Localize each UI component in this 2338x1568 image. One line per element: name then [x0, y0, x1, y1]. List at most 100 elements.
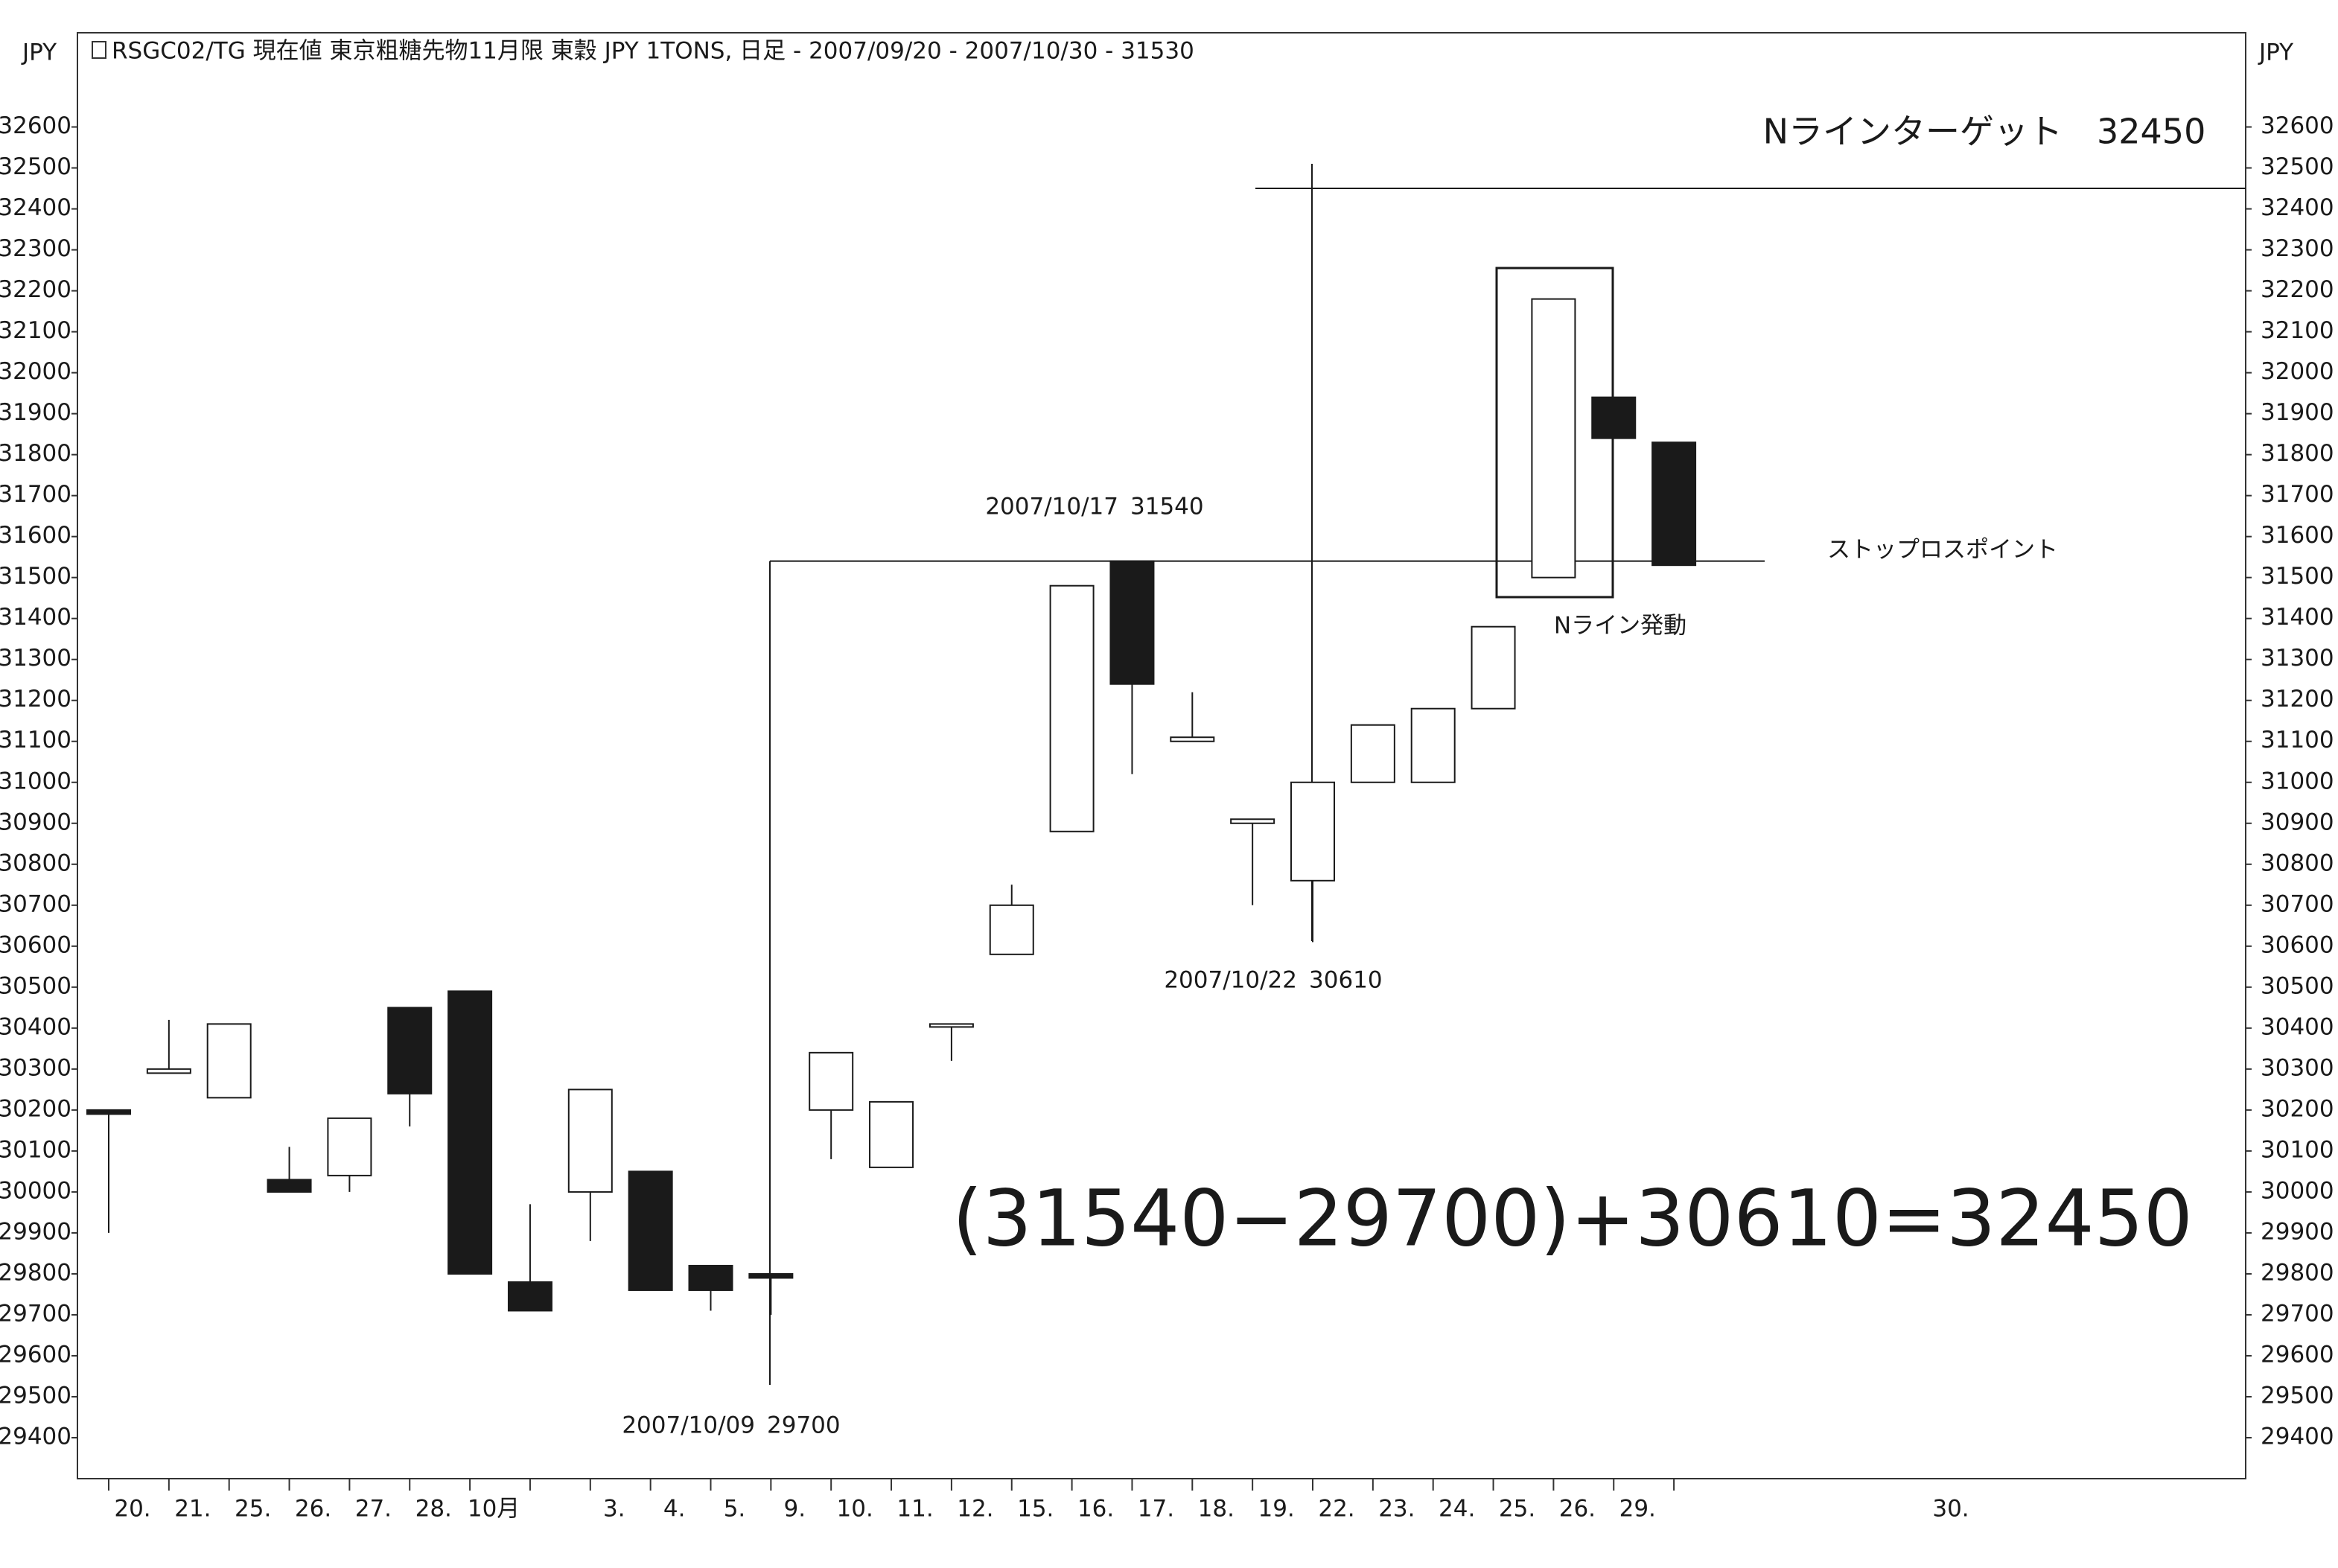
candle-up — [1049, 584, 1095, 832]
y-tick-label-left: 30800 — [0, 850, 71, 876]
y-tick-label-left: 32500 — [0, 153, 71, 180]
x-tick-label: 25. — [235, 1496, 271, 1523]
y-tick-label-right: 30500 — [2261, 972, 2334, 999]
annotation-date: 2007/10/22 — [1164, 967, 1297, 994]
x-tick-label: 17. — [1138, 1496, 1174, 1523]
y-tick-label-right: 29400 — [2261, 1423, 2334, 1450]
y-tick-label-right: 31500 — [2261, 563, 2334, 590]
y-tick-label-right: 30200 — [2261, 1095, 2334, 1122]
y-tick-label-left: 30000 — [0, 1177, 71, 1204]
y-tick-label-left: 30900 — [0, 809, 71, 835]
y-tick-label-left: 32200 — [0, 276, 71, 303]
y-tick-label-left: 31800 — [0, 440, 71, 467]
x-tick-label: 26. — [1559, 1496, 1596, 1523]
y-tick-label-left: 32000 — [0, 358, 71, 385]
candle-down — [267, 1179, 312, 1193]
x-tick-label: 4. — [663, 1496, 686, 1523]
y-tick-label-left: 30700 — [0, 890, 71, 917]
candle-up — [1350, 724, 1395, 783]
y-tick-label-right: 31000 — [2261, 768, 2334, 794]
candle-up — [1410, 707, 1456, 783]
y-tick-label-left: 32100 — [0, 317, 71, 344]
y-tick-label-right: 32300 — [2261, 235, 2334, 262]
candle-up — [567, 1089, 613, 1193]
formula: (31540−29700)+30610=32450 — [952, 1173, 2193, 1263]
candle-down — [507, 1281, 552, 1312]
y-tick-label-left: 31500 — [0, 563, 71, 590]
y-tick-label-right: 32500 — [2261, 153, 2334, 180]
x-tick-label: 26. — [295, 1496, 331, 1523]
trigger-label: Nライン発動 — [1554, 613, 1686, 640]
y-tick-label-right: 30300 — [2261, 1054, 2334, 1081]
y-tick-label-right: 29700 — [2261, 1300, 2334, 1327]
x-tick-label: 29. — [1619, 1496, 1656, 1523]
y-tick-label-left: 31700 — [0, 481, 71, 508]
annotation-value: 29700 — [767, 1412, 841, 1439]
y-tick-label-right: 32200 — [2261, 276, 2334, 303]
x-tick-label: 25. — [1499, 1496, 1535, 1523]
y-tick-label-right: 31400 — [2261, 604, 2334, 631]
x-tick-label: 22. — [1318, 1496, 1354, 1523]
y-tick-label-right: 29600 — [2261, 1341, 2334, 1368]
candle-down — [1651, 442, 1697, 567]
y-tick-label-right: 31100 — [2261, 727, 2334, 753]
candle-up — [327, 1117, 372, 1176]
y-tick-label-right: 30400 — [2261, 1013, 2334, 1040]
y-tick-label-right: 32100 — [2261, 317, 2334, 344]
y-tick-label-left: 29600 — [0, 1341, 71, 1368]
y-tick-label-right: 30700 — [2261, 890, 2334, 917]
candle-up — [1531, 298, 1576, 579]
candle-up — [1471, 625, 1516, 710]
y-tick-label-left: 31000 — [0, 768, 71, 794]
candle-down — [1109, 560, 1155, 685]
candle-up — [1290, 781, 1335, 882]
candle-up — [206, 1023, 252, 1099]
title-icon — [92, 41, 106, 59]
y-tick-label-left: 30100 — [0, 1136, 71, 1163]
annotation-date: 2007/10/17 — [985, 494, 1118, 520]
annotation-date: 2007/10/09 — [622, 1412, 755, 1439]
x-tick-label: 10. — [837, 1496, 873, 1523]
y-unit-right: JPY — [2258, 39, 2293, 66]
y-tick-label-left: 30600 — [0, 931, 71, 958]
x-tick-label: 12. — [957, 1496, 993, 1523]
y-tick-label-right: 31200 — [2261, 686, 2334, 713]
y-tick-label-right: 32400 — [2261, 194, 2334, 221]
y-tick-label-left: 29700 — [0, 1300, 71, 1327]
y-tick-label-left: 31200 — [0, 686, 71, 713]
candle-up — [869, 1100, 914, 1168]
y-tick-label-right: 31700 — [2261, 481, 2334, 508]
y-tick-label-left: 30500 — [0, 972, 71, 999]
x-tick-label: 27. — [355, 1496, 392, 1523]
y-tick-label-left: 31900 — [0, 399, 71, 426]
candle-down — [1591, 396, 1637, 439]
y-tick-label-left: 32300 — [0, 235, 71, 262]
x-tick-label: 9. — [784, 1496, 806, 1523]
x-tick-label: 5. — [724, 1496, 746, 1523]
x-tick-label: 19. — [1258, 1496, 1294, 1523]
candle-up — [989, 904, 1034, 955]
y-tick-label-right: 29500 — [2261, 1382, 2334, 1409]
x-tick-label: 3. — [603, 1496, 625, 1523]
candle-up — [1170, 736, 1215, 742]
target-value: 32450 — [2097, 112, 2205, 152]
candle-down — [387, 1007, 433, 1094]
x-tick-label: 15. — [1017, 1496, 1054, 1523]
x-tick-label: 20. — [114, 1496, 150, 1523]
x-tick-label: 10月 — [468, 1496, 520, 1523]
candle-up — [809, 1051, 854, 1111]
y-unit-left: JPY — [21, 39, 57, 66]
candle-up — [1230, 818, 1275, 824]
y-tick-label-left: 31600 — [0, 522, 71, 549]
x-tick-label: 24. — [1439, 1496, 1475, 1523]
y-tick-label-right: 29900 — [2261, 1218, 2334, 1245]
y-tick-label-left: 29900 — [0, 1218, 71, 1245]
x-tick-label: 21. — [174, 1496, 211, 1523]
y-tick-label-right: 30800 — [2261, 850, 2334, 876]
y-tick-label-left: 31300 — [0, 645, 71, 672]
y-tick-label-left: 32600 — [0, 112, 71, 139]
candle-down — [628, 1170, 673, 1291]
y-tick-label-right: 31900 — [2261, 399, 2334, 426]
y-tick-label-right: 30600 — [2261, 931, 2334, 958]
